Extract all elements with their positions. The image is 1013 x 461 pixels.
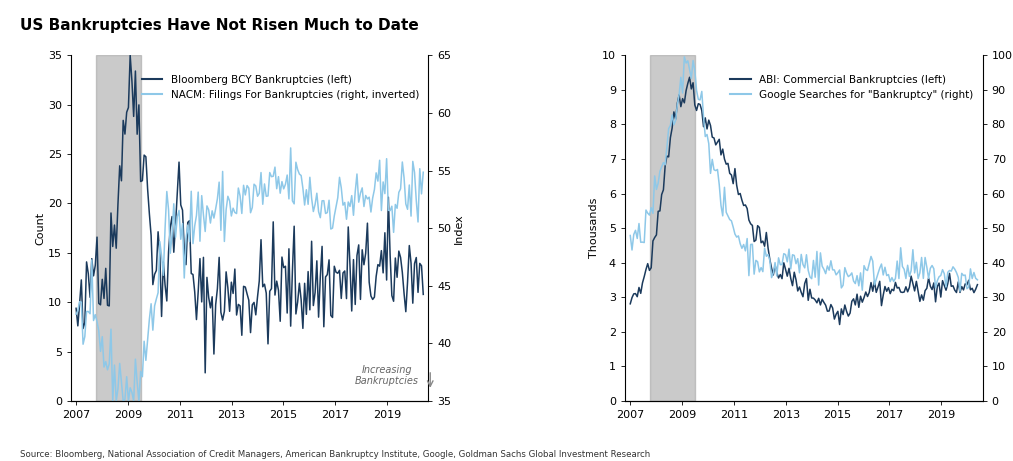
Y-axis label: Count: Count [35, 212, 45, 245]
Legend: ABI: Commercial Bankruptcies (left), Google Searches for "Bankruptcy" (right): ABI: Commercial Bankruptcies (left), Goo… [725, 71, 978, 105]
Text: Source: Bloomberg, National Association of Credit Managers, American Bankruptcy : Source: Bloomberg, National Association … [20, 449, 650, 459]
Y-axis label: Thousands: Thousands [590, 198, 600, 258]
Bar [95, 55, 141, 401]
Bar [649, 55, 695, 401]
Legend: Bloomberg BCY Bankruptcies (left), NACM: Filings For Bankruptcies (right, invert: Bloomberg BCY Bankruptcies (left), NACM:… [138, 71, 423, 105]
Text: Increasing
Bankruptcies: Increasing Bankruptcies [355, 365, 419, 386]
Y-axis label: Index: Index [455, 213, 464, 243]
Text: US Bankruptcies Have Not Risen Much to Date: US Bankruptcies Have Not Risen Much to D… [20, 18, 419, 34]
